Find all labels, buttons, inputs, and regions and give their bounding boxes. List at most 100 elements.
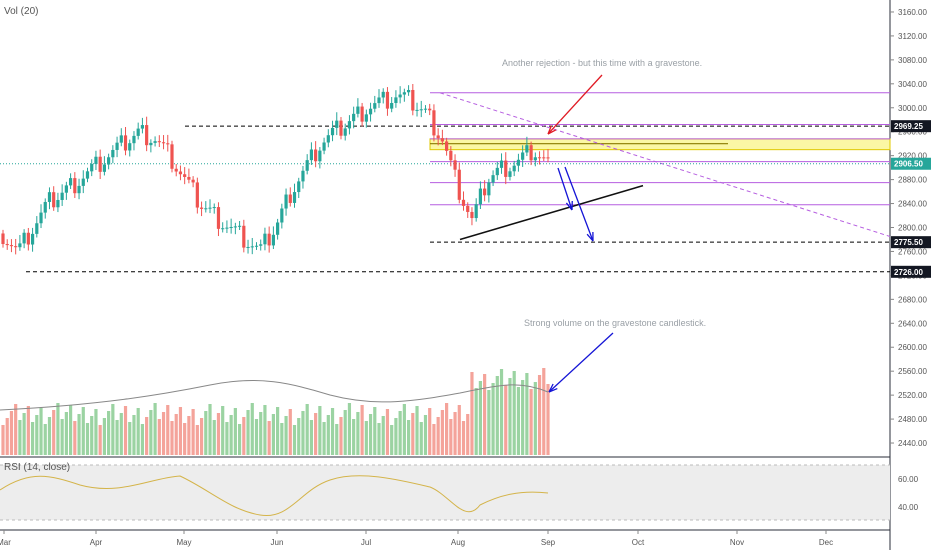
volume-bar — [495, 376, 499, 455]
candle-body — [5, 244, 9, 246]
rsi-line — [0, 475, 549, 517]
candle-body — [352, 113, 356, 122]
volume-bar — [250, 403, 254, 455]
candle-body — [314, 149, 318, 162]
candle-body — [14, 246, 18, 248]
volume-bar — [18, 420, 22, 455]
volume-bar — [529, 389, 533, 455]
volume-bar — [64, 412, 68, 455]
volume-bar — [339, 417, 343, 455]
candle-body — [508, 171, 512, 177]
volume-bar — [280, 423, 284, 455]
candle-body — [335, 120, 339, 128]
candle-body — [461, 199, 466, 206]
volume-bar — [309, 420, 314, 455]
candle-body — [233, 226, 237, 228]
x-tick-label: Jul — [361, 538, 371, 547]
x-tick-label: Apr — [90, 538, 103, 547]
volume-bar — [225, 422, 229, 455]
volume-bar — [521, 380, 525, 455]
volume-bar — [237, 424, 242, 455]
volume-bar — [276, 407, 280, 455]
candle-body — [77, 185, 81, 194]
x-tick-label: Jun — [271, 538, 284, 547]
candle-body — [166, 143, 170, 145]
volume-bar — [301, 411, 305, 455]
volume-bar — [288, 409, 292, 455]
volume-bar — [35, 415, 39, 455]
volume-bar — [368, 414, 373, 455]
candle-body — [529, 145, 533, 161]
y-tick-label: 3080.00 — [898, 56, 927, 65]
candle-body — [26, 232, 30, 245]
volume-bar — [445, 403, 449, 455]
candle-body — [267, 233, 271, 246]
candle-body — [136, 128, 140, 136]
volume-bar — [254, 419, 259, 455]
candle-body — [276, 222, 280, 235]
candle-body — [423, 108, 428, 110]
y-tick-label: 2440.00 — [898, 439, 927, 448]
candle-body — [43, 201, 47, 213]
x-tick-label: Oct — [632, 538, 645, 547]
candle-body — [64, 185, 68, 193]
volume-bar — [98, 425, 102, 455]
candle-body — [119, 135, 123, 143]
volume-bar — [208, 404, 212, 455]
candle-body — [419, 109, 423, 111]
candle-body — [111, 149, 115, 158]
candle-body — [246, 246, 250, 248]
candle-body — [30, 233, 35, 245]
candle-body — [495, 167, 499, 176]
volume-bar — [5, 418, 9, 455]
candle-body — [406, 89, 411, 93]
volume-bar — [30, 422, 35, 455]
candle-body — [377, 97, 381, 104]
gravestone-arrow — [547, 74, 603, 135]
volume-bar — [406, 420, 411, 455]
volume-bar — [107, 411, 111, 455]
volume-indicator-label: Vol (20) — [4, 6, 38, 17]
projection-arrow-2 — [564, 166, 594, 242]
candle-body — [280, 208, 284, 223]
volume-bar — [39, 408, 43, 455]
x-tick-label: Sep — [541, 538, 556, 547]
candle-body — [297, 181, 301, 193]
volume-bar — [157, 419, 161, 455]
candle-body — [432, 110, 436, 136]
volume-bar — [491, 383, 495, 455]
volume-bar — [474, 388, 478, 455]
volume-bar — [73, 421, 77, 455]
y-tick-label: 3000.00 — [898, 104, 927, 113]
candle-body — [318, 150, 322, 162]
candle-body — [60, 192, 64, 200]
candle-body — [208, 207, 212, 209]
volume-bar — [318, 406, 322, 455]
volume-bar — [233, 408, 237, 455]
volume-bar — [47, 417, 52, 455]
candle-body — [356, 106, 360, 114]
x-tick-label: Dec — [819, 538, 833, 547]
y-tick-label: 2520.00 — [898, 391, 927, 400]
volume-bar — [128, 422, 132, 455]
candle-body — [483, 188, 487, 196]
y-tick-label: 2920.00 — [898, 152, 927, 161]
annotation-volume: Strong volume on the gravestone candlest… — [524, 318, 706, 328]
candle-body — [390, 103, 394, 109]
candle-body — [309, 149, 314, 161]
candle-body — [22, 232, 26, 244]
volume-bar — [398, 411, 402, 455]
candle-body — [39, 212, 43, 224]
candle-body — [394, 97, 398, 104]
volume-bar — [68, 405, 73, 455]
candle-body — [250, 246, 254, 248]
volume-bar — [326, 415, 330, 455]
candle-body — [453, 160, 457, 170]
candle-body — [330, 127, 335, 136]
volume-bar — [423, 415, 428, 455]
candle-body — [292, 192, 297, 203]
candle-body — [373, 103, 377, 109]
candle-body — [343, 128, 347, 136]
y-tick-label: 2680.00 — [898, 295, 927, 304]
